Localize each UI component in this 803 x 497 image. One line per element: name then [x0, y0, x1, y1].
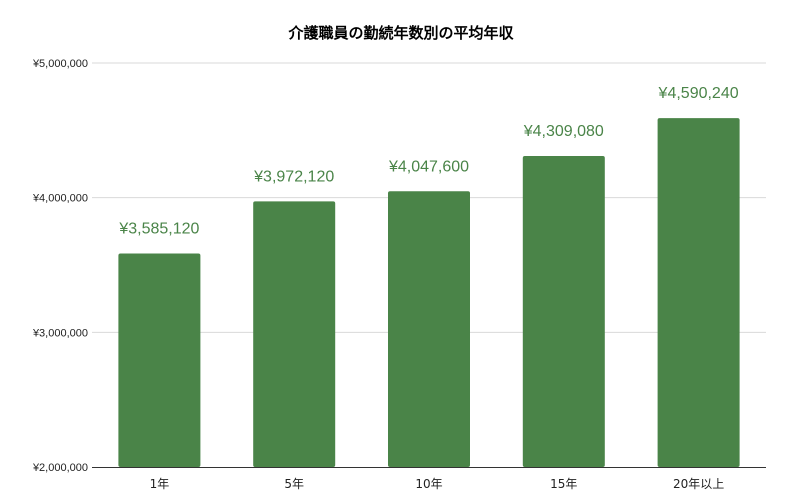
x-tick-label: 10年	[415, 477, 442, 491]
y-axis-tick-labels: ¥2,000,000 ¥3,000,000 ¥4,000,000 ¥5,000,000	[32, 58, 88, 474]
x-tick-label: 5年	[284, 477, 304, 491]
x-tick-label: 15年	[550, 477, 577, 491]
x-axis-tick-labels: 1年 5年 10年 15年 20年以上	[150, 477, 725, 491]
x-tick-label: 20年以上	[673, 477, 724, 491]
y-tick-label: ¥2,000,000	[32, 462, 88, 474]
bar	[118, 253, 201, 467]
bar	[657, 118, 740, 467]
data-label: ¥3,972,120	[253, 168, 334, 185]
data-label: ¥4,047,600	[388, 158, 469, 175]
chart-title: 介護職員の勤続年数別の平均年収	[287, 24, 514, 42]
data-label: ¥3,585,120	[118, 221, 199, 238]
bars	[118, 118, 740, 468]
data-label: ¥4,590,240	[658, 85, 739, 102]
y-tick-label: ¥5,000,000	[32, 58, 88, 70]
y-tick-label: ¥4,000,000	[32, 193, 88, 205]
data-label: ¥4,309,080	[523, 123, 604, 140]
y-tick-label: ¥3,000,000	[32, 327, 88, 339]
x-tick-label: 1年	[150, 477, 170, 491]
data-labels: ¥3,585,120 ¥3,972,120 ¥4,047,600 ¥4,309,080…	[118, 85, 738, 237]
bar	[388, 191, 470, 467]
bar	[522, 156, 605, 468]
bar	[253, 201, 336, 467]
